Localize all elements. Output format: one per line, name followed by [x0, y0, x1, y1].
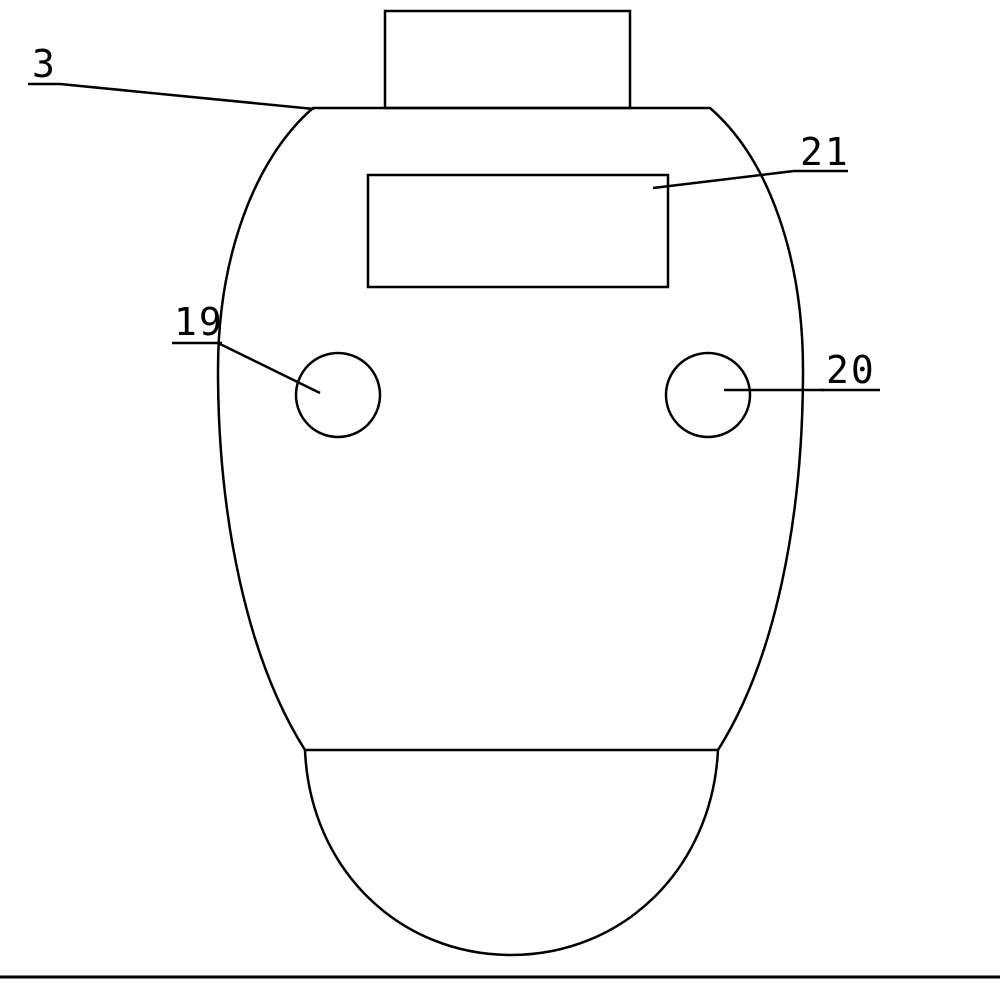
leader-line-21 — [653, 171, 794, 188]
label-19: 19 — [174, 300, 224, 344]
inner-rect — [368, 175, 668, 287]
bottom-dome — [305, 750, 718, 955]
left-circle — [296, 353, 380, 437]
label-20: 20 — [826, 348, 876, 392]
diagram-container: 3 21 19 20 — [0, 0, 1000, 986]
body-outline — [218, 108, 803, 750]
leader-line-3 — [60, 84, 314, 109]
right-circle — [666, 353, 750, 437]
top-rect — [385, 11, 630, 108]
label-3: 3 — [32, 42, 57, 86]
label-21: 21 — [800, 130, 850, 174]
diagram-svg — [0, 0, 1000, 986]
